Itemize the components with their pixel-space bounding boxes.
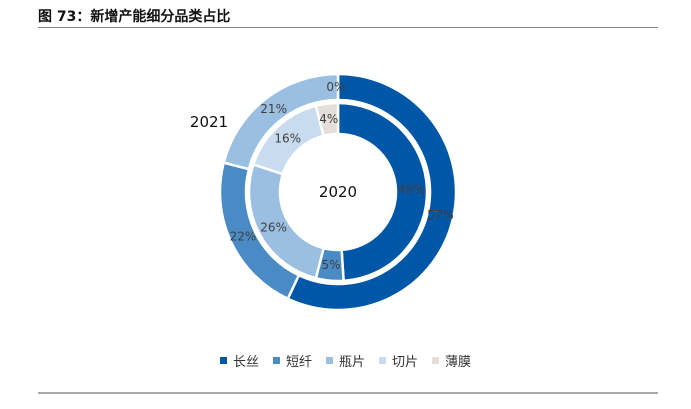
legend-item: 切片 <box>379 351 418 370</box>
data-label-2020-0: 49% <box>398 183 425 197</box>
outer-ring-label: 2021 <box>190 113 228 131</box>
legend-item: 长丝 <box>219 351 259 370</box>
legend-swatch <box>325 357 333 364</box>
legend-label: 瓶片 <box>338 355 365 370</box>
legend-item: 瓶片 <box>325 351 365 370</box>
data-label-2021-2: 21% <box>260 102 287 116</box>
legend-item: 短纤 <box>272 351 312 370</box>
legend-swatch <box>272 357 280 364</box>
data-label-2020-2: 26% <box>260 220 287 234</box>
legend: 长丝 短纤 瓶片 切片 薄膜 <box>0 351 691 370</box>
title-divider <box>38 27 658 28</box>
legend-swatch <box>432 357 440 364</box>
data-label-2020-4: 4% <box>319 112 338 126</box>
bottom-divider <box>38 392 658 394</box>
slice-2021-2 <box>222 72 340 171</box>
data-label-2020-1: 5% <box>322 258 341 272</box>
slice-2020-0 <box>336 101 429 283</box>
figure-title: 图 73：新增产能细分品类占比 <box>38 9 231 25</box>
legend-label: 薄膜 <box>445 355 472 370</box>
inner-ring-label: 2020 <box>319 183 357 201</box>
legend-label: 切片 <box>392 355 419 370</box>
legend-label: 长丝 <box>232 355 259 370</box>
data-label-2020-3: 16% <box>274 131 301 145</box>
data-label-2021-0: 57% <box>427 208 454 222</box>
data-label-2021-1: 22% <box>230 230 257 244</box>
legend-swatch <box>379 357 386 364</box>
slice-2021-0 <box>286 72 458 312</box>
slice-2020-4 <box>314 101 340 138</box>
data-label-2021-4: 0% <box>326 80 345 94</box>
legend-item: 薄膜 <box>432 351 471 370</box>
legend-swatch <box>219 357 227 364</box>
legend-label: 短纤 <box>285 355 312 370</box>
